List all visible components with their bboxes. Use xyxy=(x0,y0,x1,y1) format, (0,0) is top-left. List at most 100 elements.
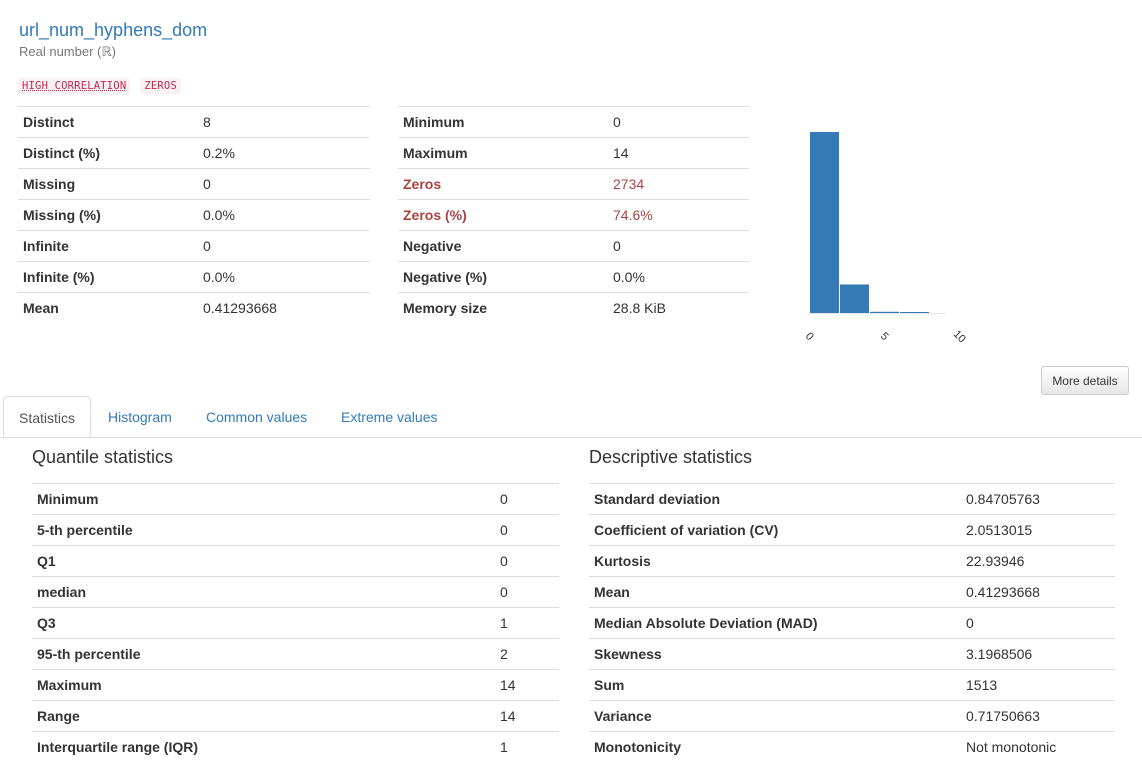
stat-label: Negative xyxy=(398,230,608,262)
stat-value: 8 xyxy=(198,106,370,138)
stat-label: Standard deviation xyxy=(589,483,961,515)
histogram-bar xyxy=(810,132,839,313)
stat-label: Range xyxy=(32,700,495,732)
table-row: Minimum 0 xyxy=(398,106,749,138)
table-row: Mean 0.41293668 xyxy=(18,292,370,323)
tab-common-values[interactable]: Common values xyxy=(206,409,308,425)
stat-value: 0 xyxy=(608,230,749,262)
stat-label: Interquartile range (IQR) xyxy=(32,731,495,762)
table-row: Infinite 0 xyxy=(18,230,370,262)
tab-bar: Statistics Histogram Common values Extre… xyxy=(0,396,1142,438)
table-row: Kurtosis 22.93946 xyxy=(589,545,1115,577)
table-row: Q1 0 xyxy=(32,545,559,577)
high-correlation-badge[interactable]: HIGH CORRELATION xyxy=(18,78,131,94)
stat-label: Minimum xyxy=(398,106,608,138)
table-row: Sum 1513 xyxy=(589,669,1115,701)
table-row: Coefficient of variation (CV) 2.0513015 xyxy=(589,514,1115,546)
zeros-badge: ZEROS xyxy=(140,78,181,94)
table-row: Missing 0 xyxy=(18,168,370,200)
stat-label: Minimum xyxy=(32,483,495,515)
table-row: median 0 xyxy=(32,576,559,608)
stat-value: 14 xyxy=(608,137,749,169)
table-row: Maximum 14 xyxy=(32,669,559,701)
stat-value: 0.71750663 xyxy=(961,700,1115,732)
summary-stats-table-right: Minimum 0 Maximum 14 Zeros 2734 Zeros (%) 74… xyxy=(398,106,749,323)
table-row: Q3 1 xyxy=(32,607,559,639)
table-row: Standard deviation 0.84705763 xyxy=(589,483,1115,515)
stat-label: Coefficient of variation (CV) xyxy=(589,514,961,546)
stat-label: Infinite (%) xyxy=(18,261,198,293)
stat-value: 14 xyxy=(495,669,559,701)
stat-label: 95-th percentile xyxy=(32,638,495,670)
stat-label: Maximum xyxy=(32,669,495,701)
stat-value: 3.1968506 xyxy=(961,638,1115,670)
variable-title[interactable]: url_num_hyphens_dom xyxy=(19,20,208,40)
stat-label: Missing (%) xyxy=(18,199,198,231)
table-row: Skewness 3.1968506 xyxy=(589,638,1115,670)
table-row: Variance 0.71750663 xyxy=(589,700,1115,732)
stat-label: Negative (%) xyxy=(398,261,608,293)
table-row: Interquartile range (IQR) 1 xyxy=(32,731,559,762)
stat-value: 0.0% xyxy=(608,261,749,293)
stat-value: Not monotonic xyxy=(961,731,1115,762)
stat-value: 0.41293668 xyxy=(198,292,370,323)
stat-label: Kurtosis xyxy=(589,545,961,577)
table-row: Zeros (%) 74.6% xyxy=(398,199,749,231)
tab-extreme-values[interactable]: Extreme values xyxy=(341,409,438,425)
tab-statistics[interactable]: Statistics xyxy=(3,396,92,437)
stat-value: 0.0% xyxy=(198,199,370,231)
stat-value: 28.8 KiB xyxy=(608,292,749,323)
stat-label: median xyxy=(32,576,495,608)
stat-label: 5-th percentile xyxy=(32,514,495,546)
stat-label: Q1 xyxy=(32,545,495,577)
stat-value: 0 xyxy=(495,483,559,515)
stat-value: 0.0% xyxy=(198,261,370,293)
stat-label: Median Absolute Deviation (MAD) xyxy=(589,607,961,639)
tab-histogram[interactable]: Histogram xyxy=(108,409,172,425)
stat-label: Missing xyxy=(18,168,198,200)
stat-label: Distinct xyxy=(18,106,198,138)
table-row: Infinite (%) 0.0% xyxy=(18,261,370,293)
stat-label: Sum xyxy=(589,669,961,701)
stat-label: Infinite xyxy=(18,230,198,262)
stat-label: Memory size xyxy=(398,292,608,323)
stat-value: 0.41293668 xyxy=(961,576,1115,608)
table-row: Missing (%) 0.0% xyxy=(18,199,370,231)
histogram-bar xyxy=(900,312,929,313)
table-row: Negative 0 xyxy=(398,230,749,262)
stat-value: 0 xyxy=(198,168,370,200)
stat-label: Zeros (%) xyxy=(398,199,608,231)
histogram-x-tick-label: 10 xyxy=(951,328,968,345)
table-row: Memory size 28.8 KiB xyxy=(398,292,749,323)
stat-value: 22.93946 xyxy=(961,545,1115,577)
summary-stats-table-left: Distinct 8 Distinct (%) 0.2% Missing 0 Miss… xyxy=(18,106,370,323)
stat-label: Variance xyxy=(589,700,961,732)
table-row: 95-th percentile 2 xyxy=(32,638,559,670)
alert-badges: HIGH CORRELATION ZEROS xyxy=(18,78,181,94)
stat-value: 0 xyxy=(495,545,559,577)
stat-label: Mean xyxy=(589,576,961,608)
stat-value: 14 xyxy=(495,700,559,732)
table-row: Distinct 8 xyxy=(18,106,370,138)
stat-value: 0 xyxy=(961,607,1115,639)
table-row: Maximum 14 xyxy=(398,137,749,169)
histogram-bar xyxy=(870,311,899,313)
stat-value: 1 xyxy=(495,607,559,639)
stat-label: Skewness xyxy=(589,638,961,670)
descriptive-statistics-title: Descriptive statistics xyxy=(589,447,753,467)
stat-value: 0 xyxy=(495,514,559,546)
histogram-bar xyxy=(840,284,869,313)
stat-value: 0 xyxy=(495,576,559,608)
table-row: 5-th percentile 0 xyxy=(32,514,559,546)
table-row: Median Absolute Deviation (MAD) 0 xyxy=(589,607,1115,639)
stat-label: Q3 xyxy=(32,607,495,639)
table-row: Range 14 xyxy=(32,700,559,732)
stat-label: Monotonicity xyxy=(589,731,961,762)
stat-value: 0.84705763 xyxy=(961,483,1115,515)
stat-value: 2 xyxy=(495,638,559,670)
histogram-x-tick-label: 5 xyxy=(878,330,891,343)
more-details-button[interactable]: More details xyxy=(1041,366,1129,395)
stat-label: Mean xyxy=(18,292,198,323)
histogram-x-tick-label: 0 xyxy=(803,330,816,343)
stat-value: 0 xyxy=(608,106,749,138)
